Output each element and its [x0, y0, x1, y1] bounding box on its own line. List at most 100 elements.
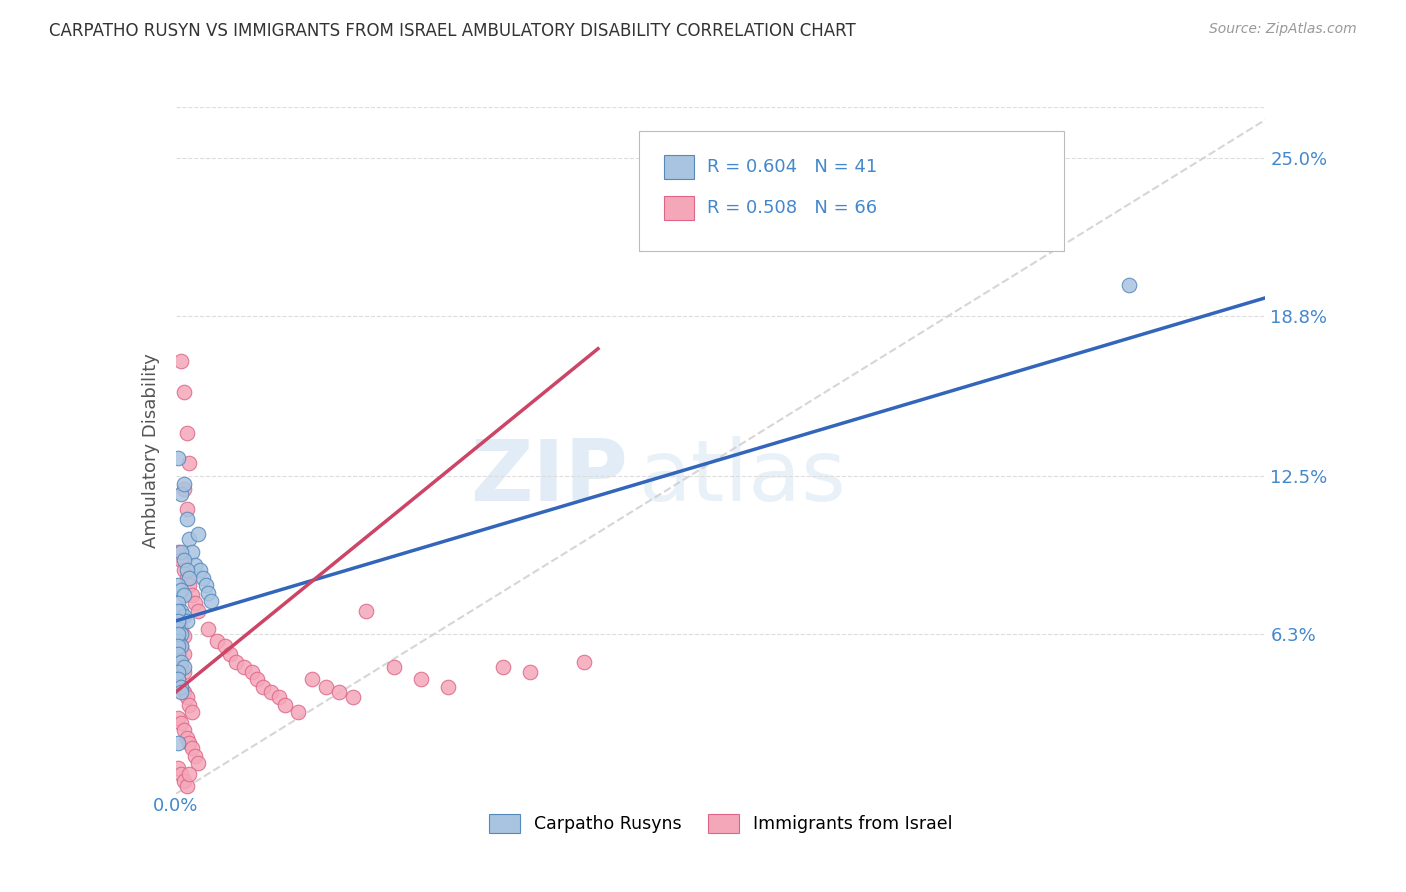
Point: [170, 659, 193, 673]
Point: [232, 659, 254, 673]
Point: [167, 736, 190, 750]
Text: atlas: atlas: [638, 436, 846, 519]
Point: [186, 756, 209, 771]
Point: [173, 659, 195, 673]
Point: [382, 659, 405, 673]
Point: [205, 634, 228, 648]
Text: R = 0.508   N = 66: R = 0.508 N = 66: [707, 199, 877, 217]
Text: Source: ZipAtlas.com: Source: ZipAtlas.com: [1209, 22, 1357, 37]
Point: [170, 655, 193, 669]
Point: [170, 553, 193, 567]
Point: [225, 655, 247, 669]
Point: [574, 655, 596, 669]
Point: [173, 476, 195, 491]
Point: [246, 673, 269, 687]
Point: [184, 596, 207, 610]
Point: [437, 680, 460, 694]
Y-axis label: Ambulatory Disability: Ambulatory Disability: [142, 353, 160, 548]
Point: [173, 665, 195, 679]
Point: [179, 456, 201, 470]
Point: [194, 578, 217, 592]
Point: [179, 698, 201, 712]
FancyBboxPatch shape: [638, 131, 1064, 252]
Point: [167, 640, 190, 654]
Point: [170, 685, 193, 699]
Text: R = 0.604   N = 41: R = 0.604 N = 41: [707, 158, 877, 176]
Point: [167, 673, 190, 687]
Point: [519, 665, 541, 679]
Point: [184, 558, 207, 572]
Point: [167, 545, 190, 559]
Point: [176, 512, 198, 526]
Point: [167, 655, 190, 669]
Point: [197, 622, 219, 636]
Point: [170, 545, 193, 559]
Text: ZIP: ZIP: [470, 436, 628, 519]
Point: [176, 690, 198, 705]
Point: [167, 622, 190, 636]
Point: [170, 680, 193, 694]
Point: [167, 451, 190, 466]
Point: [173, 647, 195, 661]
Point: [170, 626, 193, 640]
Point: [287, 706, 309, 720]
Point: [176, 502, 198, 516]
Point: [269, 690, 291, 705]
Point: [1118, 278, 1140, 293]
Point: [176, 731, 198, 745]
Point: [176, 779, 198, 793]
Point: [167, 673, 190, 687]
Point: [197, 586, 219, 600]
Point: [179, 736, 201, 750]
Point: [173, 482, 195, 496]
Point: [179, 578, 201, 592]
Point: [173, 608, 195, 623]
Point: [167, 647, 190, 661]
Point: [186, 527, 209, 541]
Point: [167, 634, 190, 648]
Point: [173, 774, 195, 789]
Point: [188, 563, 211, 577]
Text: CARPATHO RUSYN VS IMMIGRANTS FROM ISRAEL AMBULATORY DISABILITY CORRELATION CHART: CARPATHO RUSYN VS IMMIGRANTS FROM ISRAEL…: [49, 22, 856, 40]
Legend: Carpatho Rusyns, Immigrants from Israel: Carpatho Rusyns, Immigrants from Israel: [482, 807, 959, 840]
Point: [167, 626, 190, 640]
Point: [200, 593, 222, 607]
Point: [173, 723, 195, 738]
Point: [181, 589, 204, 603]
FancyBboxPatch shape: [664, 155, 695, 179]
FancyBboxPatch shape: [664, 196, 695, 220]
Point: [170, 604, 193, 618]
Point: [167, 604, 190, 618]
Point: [173, 563, 195, 577]
Point: [173, 384, 195, 399]
Point: [176, 425, 198, 440]
Point: [191, 571, 214, 585]
Point: [170, 486, 193, 500]
Point: [170, 354, 193, 368]
Point: [260, 685, 283, 699]
Point: [173, 553, 195, 567]
Point: [179, 571, 201, 585]
Point: [342, 690, 364, 705]
Point: [274, 698, 297, 712]
Point: [173, 629, 195, 643]
Point: [186, 604, 209, 618]
Point: [492, 659, 515, 673]
Text: 0.0%: 0.0%: [153, 797, 198, 815]
Point: [167, 614, 190, 628]
Point: [167, 614, 190, 628]
Point: [173, 589, 195, 603]
Point: [173, 685, 195, 699]
Point: [167, 665, 190, 679]
Point: [176, 571, 198, 585]
Point: [179, 766, 201, 780]
Point: [170, 680, 193, 694]
Point: [214, 640, 236, 654]
Point: [252, 680, 274, 694]
Point: [181, 706, 204, 720]
Point: [170, 715, 193, 730]
Point: [328, 685, 350, 699]
Point: [184, 748, 207, 763]
Point: [409, 673, 432, 687]
Point: [315, 680, 337, 694]
